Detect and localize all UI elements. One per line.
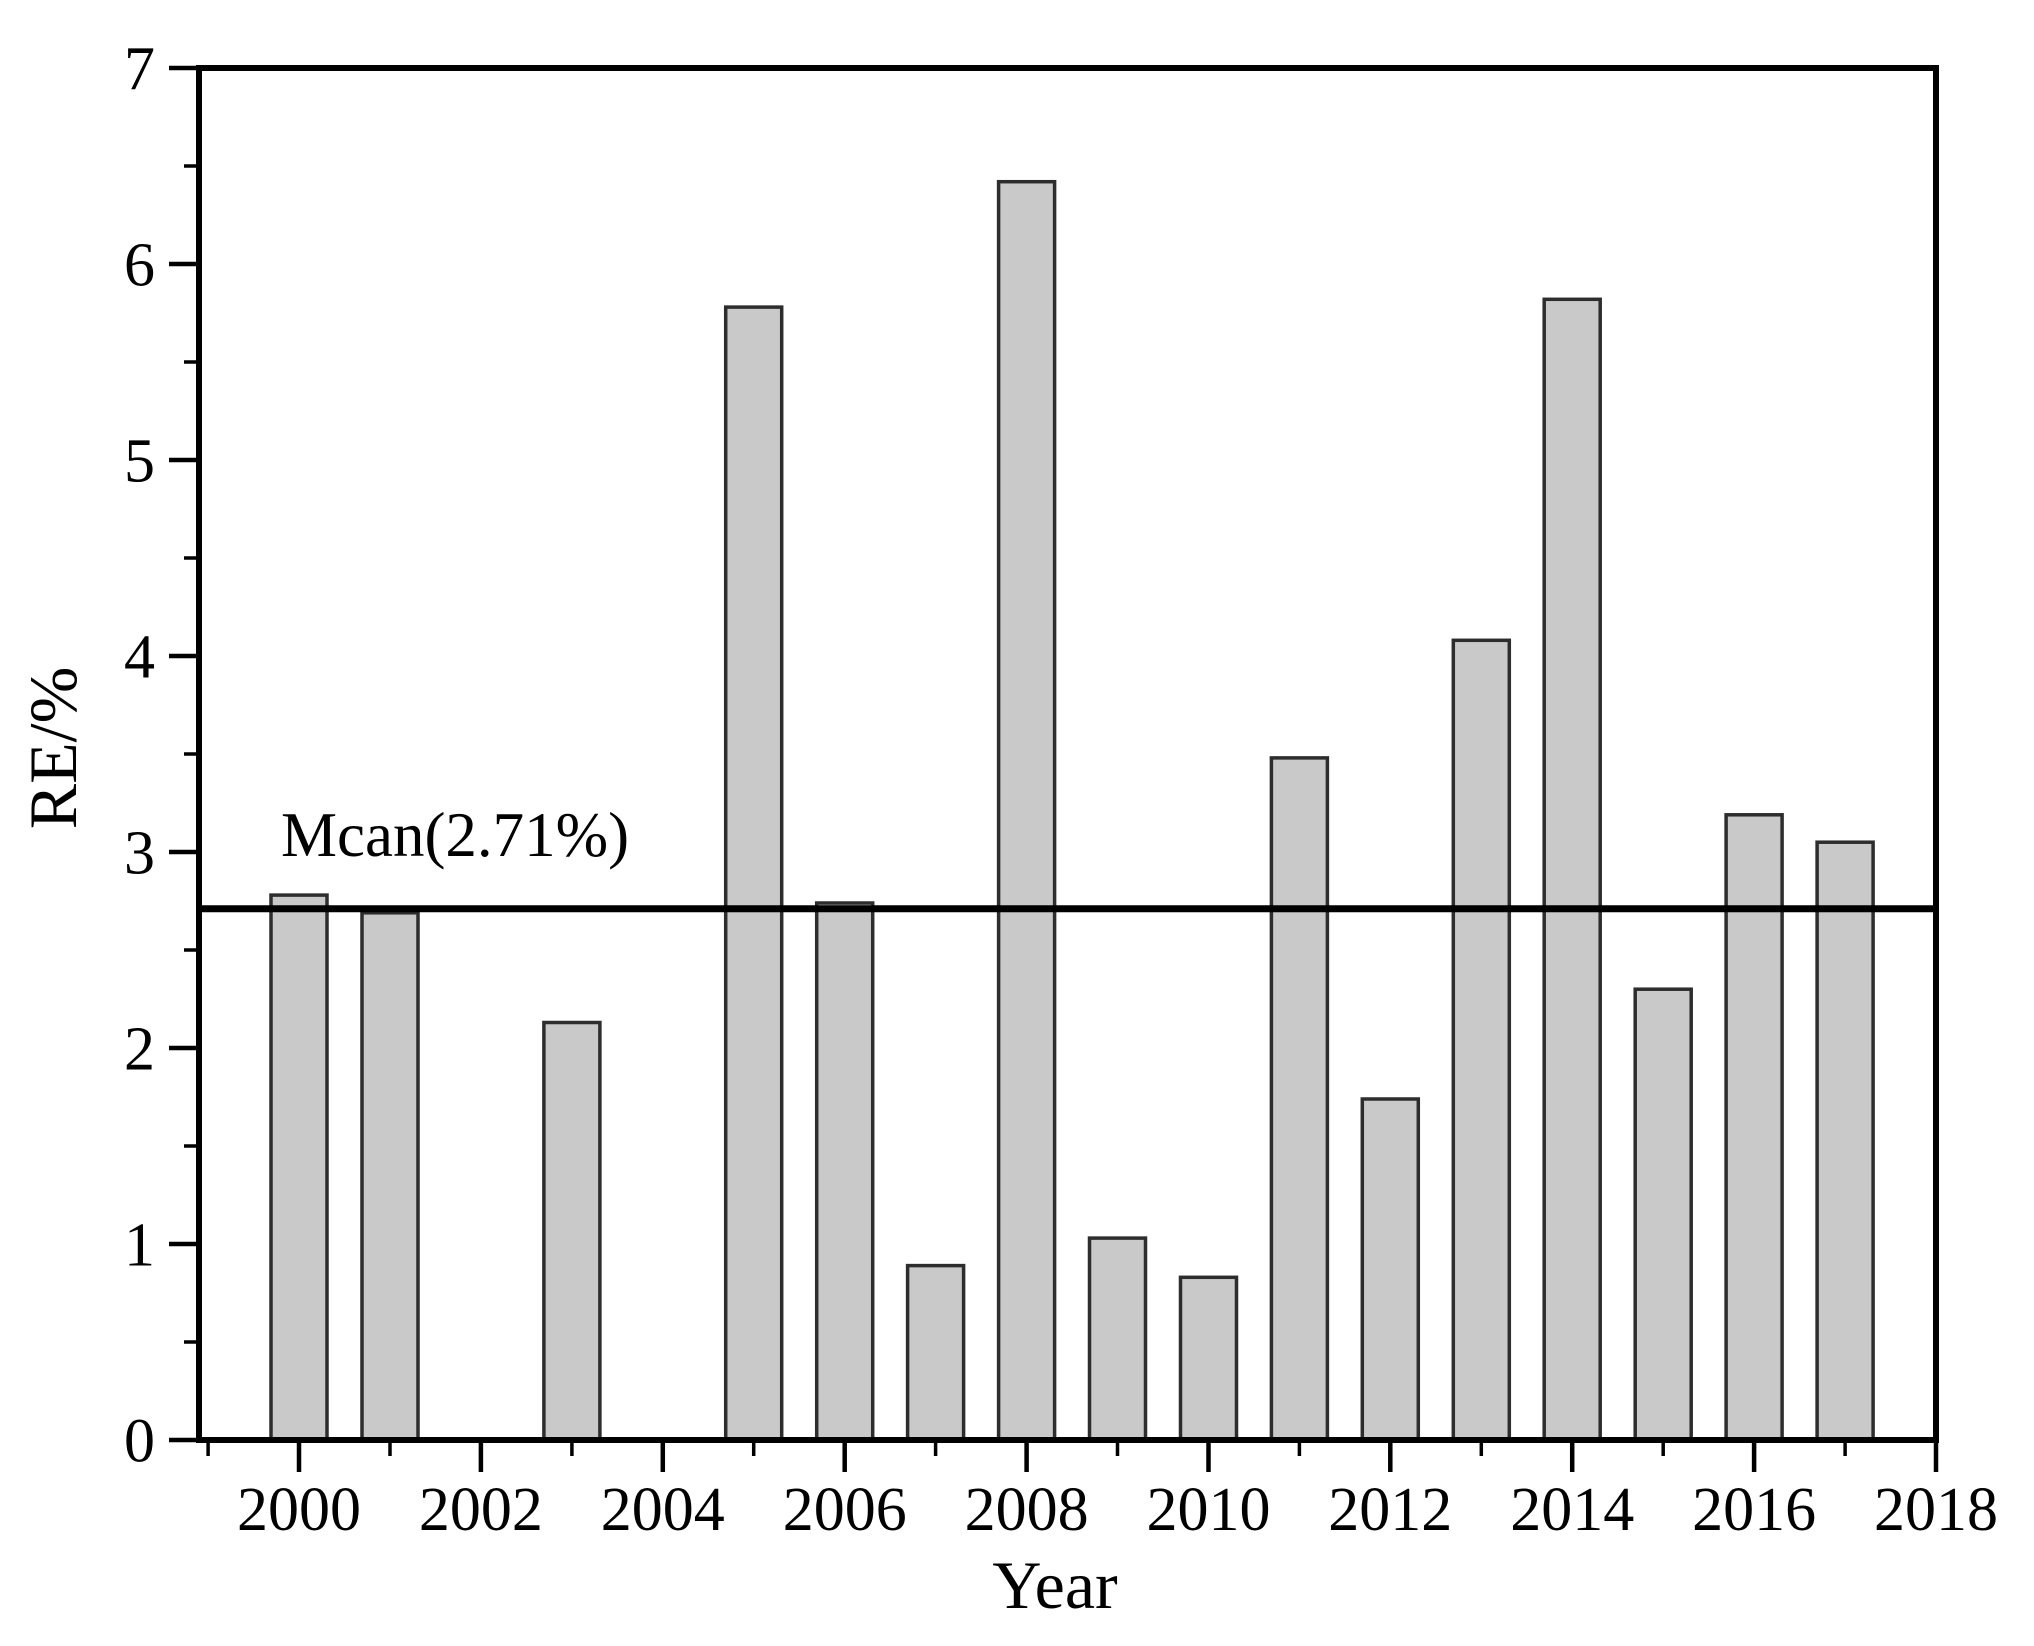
tick-labels-group: 0 1 2 3 4 5 6 7 2000 2002 2004 2006 2008 2010 2012 2014… bbox=[124, 36, 1998, 1544]
y-tick-label-6: 6 bbox=[124, 232, 155, 300]
bar-2009 bbox=[1087, 1236, 1148, 1442]
bar-2010 bbox=[1178, 1275, 1239, 1442]
bar-2007 bbox=[905, 1263, 966, 1442]
bar-2014 bbox=[1542, 297, 1602, 1442]
y-axis-title: RE/% bbox=[15, 667, 91, 829]
x-tick-label-2006: 2006 bbox=[783, 1476, 907, 1544]
bar-2015 bbox=[1633, 987, 1693, 1442]
mean-line-label: Mcan(2.71%) bbox=[281, 800, 629, 870]
y-tick-label-1: 1 bbox=[124, 1212, 155, 1280]
y-tick-label-3: 3 bbox=[124, 820, 155, 888]
y-tick-label-2: 2 bbox=[124, 1016, 155, 1084]
x-tick-label-2008: 2008 bbox=[965, 1476, 1089, 1544]
bar-2008 bbox=[996, 179, 1057, 1442]
bar-2017 bbox=[1815, 840, 1875, 1442]
y-tick-label-0: 0 bbox=[124, 1408, 155, 1476]
x-tick-label-2000: 2000 bbox=[237, 1476, 361, 1544]
bar-2003 bbox=[542, 1020, 602, 1442]
x-tick-label-2018: 2018 bbox=[1874, 1476, 1998, 1544]
y-tick-label-7: 7 bbox=[124, 36, 155, 104]
bar-2001 bbox=[360, 911, 420, 1442]
bar-2000 bbox=[269, 893, 329, 1442]
bar-2013 bbox=[1451, 638, 1512, 1442]
bars-group bbox=[269, 179, 1875, 1442]
bar-2012 bbox=[1360, 1097, 1421, 1442]
x-axis-title: Year bbox=[992, 1547, 1118, 1623]
y-tick-label-4: 4 bbox=[124, 624, 155, 692]
bar-2006 bbox=[814, 901, 875, 1442]
x-tick-label-2014: 2014 bbox=[1510, 1476, 1634, 1544]
x-tick-label-2012: 2012 bbox=[1328, 1476, 1452, 1544]
y-tick-label-5: 5 bbox=[124, 428, 155, 496]
bar-2011 bbox=[1269, 756, 1330, 1442]
x-tick-label-2010: 2010 bbox=[1147, 1476, 1271, 1544]
bar-2005 bbox=[723, 305, 784, 1442]
ticks-group bbox=[169, 65, 1939, 1472]
x-tick-label-2016: 2016 bbox=[1692, 1476, 1816, 1544]
x-tick-label-2004: 2004 bbox=[601, 1476, 725, 1544]
x-tick-label-2002: 2002 bbox=[419, 1476, 543, 1544]
